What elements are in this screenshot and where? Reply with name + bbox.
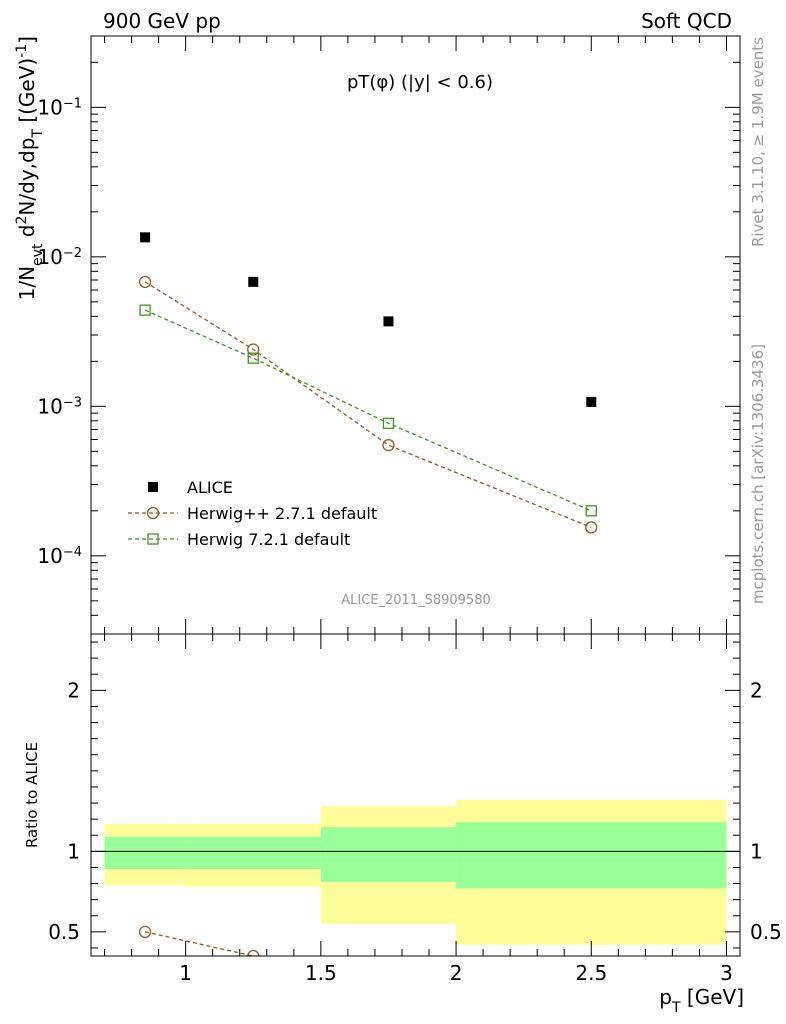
ratio-point-herwig-2-7-1-default: [138, 925, 152, 938]
y-tick-label: 1: [67, 839, 80, 863]
stat-uncertainty-band: [456, 822, 727, 889]
x-tick-label: 2.5: [575, 961, 607, 985]
ratio-point-herwig-2-7-1-default: [247, 949, 260, 956]
data-point-alice: [383, 316, 394, 327]
header-right: Soft QCD: [641, 9, 732, 33]
x-tick-label: 2: [450, 961, 463, 985]
y-tick-label: 2: [67, 678, 80, 702]
ratio-panel: 1 1.5 2 2.5 3 0.5 0.5 1 1 2 2 Ratio to ALICE pT [G…: [23, 633, 782, 1016]
series-line-herwig-7-2-1-default: [144, 309, 592, 512]
legend-marker: [147, 533, 159, 545]
ratio-y-axis-label: Ratio to ALICE: [23, 742, 41, 848]
x-tick-label: 1: [179, 961, 192, 985]
x-tick-label: 1.5: [305, 961, 337, 985]
y-tick-label: 10−4: [37, 544, 82, 568]
legend-marker: [146, 506, 160, 520]
legend-label: Herwig++ 2.7.1 default: [187, 504, 377, 523]
legend-marker: [148, 482, 158, 492]
data-point-alice: [586, 396, 597, 407]
data-point-alice: [140, 232, 151, 243]
stat-uncertainty-band: [104, 836, 186, 870]
data-point-herwig-2-7-1-default: [247, 343, 260, 356]
data-point-herwig-2-7-1-default: [585, 521, 598, 534]
data-point-herwig-2-7-1-default: [138, 275, 152, 289]
rivet-label: Rivet 3.1.10, ≥ 1.9M events: [749, 37, 767, 247]
data-point-herwig-7-2-1-default: [139, 304, 151, 316]
ratio-series: [138, 925, 260, 956]
data-point-herwig-2-7-1-default: [382, 438, 395, 452]
main-panel: pT(φ) (|y| < 0.6) 1/Nevt d2N/dy,dpT [(Ge…: [14, 35, 741, 635]
y-tick-label: 0.5: [750, 920, 782, 944]
legend-label: ALICE: [187, 478, 233, 497]
x-axis-label: pT [GeV]: [659, 985, 744, 1016]
series-line-herwig-2-7-1-default: [144, 281, 592, 528]
stat-uncertainty-band: [320, 827, 457, 882]
main-y-axis-label: 1/Nevt d2N/dy,dpT [(GeV)-1]: [14, 36, 46, 300]
y-tick-label: 10−3: [37, 394, 82, 418]
legend: ALICE Herwig++ 2.7.1 default Herwig 7.2.1 …: [128, 478, 377, 549]
data-point-herwig-7-2-1-default: [382, 417, 395, 429]
ratio-frame: [90, 633, 741, 957]
y-tick-label: 1: [750, 839, 763, 863]
y-tick-label: 0.5: [48, 920, 80, 944]
stat-uncertainty-band: [185, 836, 321, 870]
y-tick-label: 10−1: [37, 95, 82, 119]
header-left: 900 GeV pp: [103, 9, 221, 33]
y-tick-label: 10−2: [37, 245, 82, 269]
data-point-herwig-7-2-1-default: [247, 352, 259, 364]
y-tick-label: 2: [750, 678, 763, 702]
x-tick-label: 3: [720, 961, 733, 985]
data-point-alice: [248, 276, 259, 287]
main-title: pT(φ) (|y| < 0.6): [347, 72, 493, 93]
data-point-herwig-7-2-1-default: [585, 505, 597, 517]
legend-label: Herwig 7.2.1 default: [187, 530, 350, 549]
analysis-watermark: ALICE_2011_S8909580: [341, 593, 491, 608]
mcplots-label: mcplots.cern.ch [arXiv:1306.3436]: [749, 344, 767, 604]
